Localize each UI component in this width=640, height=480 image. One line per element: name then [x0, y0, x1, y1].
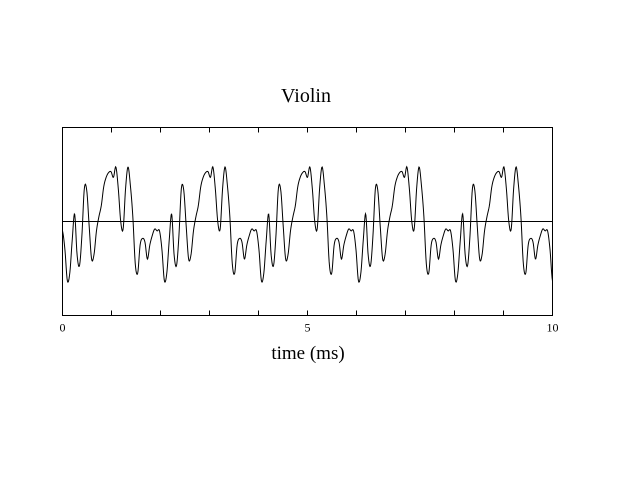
x-ticks	[62, 127, 553, 316]
x-tick-label-0: 0	[60, 321, 66, 335]
x-tick-labels: 0 5 10	[60, 321, 559, 335]
x-axis-label: time (ms)	[271, 343, 344, 364]
x-tick-label-2: 10	[547, 321, 559, 335]
x-tick-label-1: 5	[305, 321, 311, 335]
waveform-line	[62, 165, 553, 284]
chart-title: Violin	[281, 85, 331, 107]
